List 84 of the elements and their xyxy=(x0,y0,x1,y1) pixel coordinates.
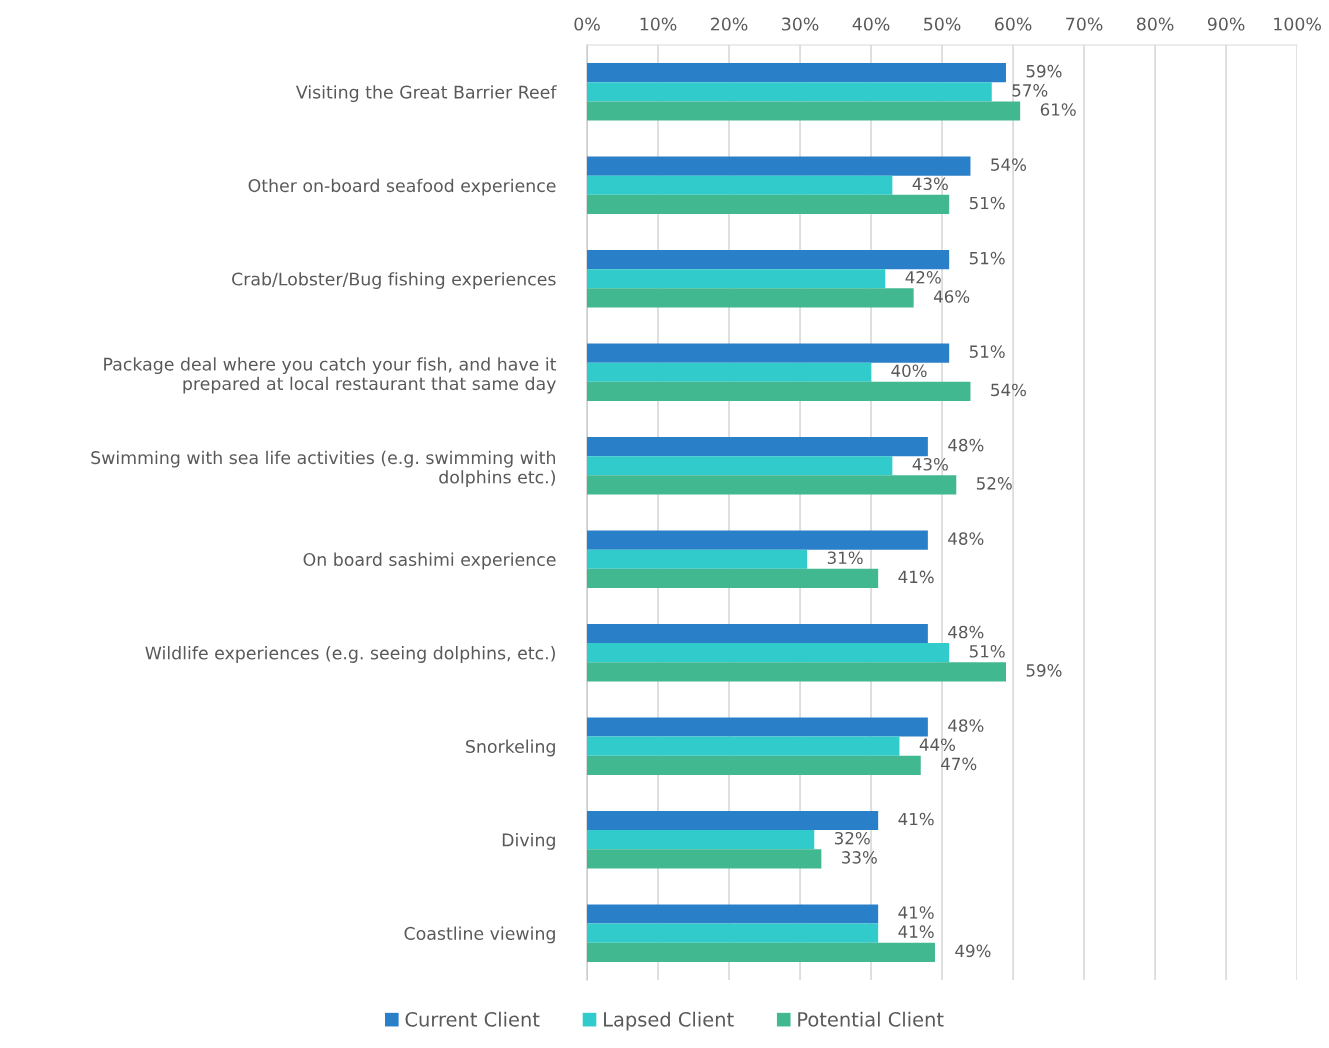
data-label: 57% xyxy=(1012,84,1048,97)
bar xyxy=(587,82,992,102)
bar xyxy=(587,101,1021,121)
y-tick-label: Crab/Lobster/Bug fishing experiences xyxy=(232,272,556,289)
x-tick-label: 30% xyxy=(782,17,819,31)
bar xyxy=(587,475,957,495)
bar xyxy=(587,269,886,289)
data-label: 46% xyxy=(933,290,970,303)
x-tick-label: 50% xyxy=(924,17,961,31)
bar xyxy=(587,343,950,363)
data-label: 52% xyxy=(976,477,1012,490)
x-tick-label: 20% xyxy=(711,17,748,31)
data-label: 51% xyxy=(969,251,1005,265)
legend-label: Lapsed Client xyxy=(604,1011,734,1031)
bar xyxy=(587,623,928,644)
data-label: 49% xyxy=(955,944,991,958)
y-tick-label: On board sashimi experience xyxy=(303,552,556,570)
data-label: 41% xyxy=(898,570,934,584)
data-label: 48% xyxy=(948,719,984,732)
bar xyxy=(587,904,879,924)
bar xyxy=(587,849,822,869)
data-label: 33% xyxy=(842,851,877,864)
bar xyxy=(587,175,893,195)
data-label: 41% xyxy=(898,812,934,826)
y-tick-label: Swimming with sea life activities (e.g. swimming with dolphins etc.) xyxy=(91,450,556,487)
legend-label: Potential Client xyxy=(798,1011,944,1027)
bar xyxy=(587,250,950,270)
data-label: 51% xyxy=(969,644,1005,658)
data-label: 31% xyxy=(827,551,863,565)
data-label: 48% xyxy=(948,625,984,639)
data-label: 41% xyxy=(898,906,934,919)
y-tick-label: Other on-board seafood experience xyxy=(248,178,556,196)
bar xyxy=(587,362,872,382)
data-label: 43% xyxy=(912,457,948,471)
data-label: 54% xyxy=(991,158,1027,171)
data-label: 47% xyxy=(941,757,977,771)
x-tick-label: 80% xyxy=(1136,17,1174,31)
data-label: 40% xyxy=(891,364,927,378)
bar xyxy=(587,755,921,775)
data-label: 59% xyxy=(1026,664,1062,677)
bar xyxy=(587,942,935,962)
bar xyxy=(587,830,815,850)
bar xyxy=(587,717,928,737)
x-tick-label: 10% xyxy=(640,17,677,31)
bar xyxy=(587,662,1006,682)
bar xyxy=(587,456,893,476)
bar xyxy=(587,549,808,569)
bar xyxy=(587,156,971,176)
data-label: 59% xyxy=(1026,64,1062,78)
data-label: 48% xyxy=(948,532,984,545)
y-tick-label: Visiting the Great Barrier Reef xyxy=(295,85,557,103)
bar xyxy=(587,63,1006,83)
y-tick-label: Wildlife experiences (e.g. seeing dolphins, etc.) xyxy=(145,646,555,663)
x-tick-label: 40% xyxy=(852,17,890,31)
legend-label: Current Client xyxy=(405,1011,540,1027)
bar xyxy=(587,736,900,756)
bar xyxy=(587,530,928,550)
y-tick-label: Diving xyxy=(502,833,555,850)
x-tick-label: 60% xyxy=(994,17,1032,31)
y-tick-label: Snorkeling xyxy=(466,739,555,757)
bar xyxy=(587,923,879,943)
data-label: 51% xyxy=(969,345,1005,358)
x-tick-label: 100% xyxy=(1274,17,1321,31)
y-tick-label: Coastline viewing xyxy=(404,926,555,944)
bar xyxy=(587,568,879,588)
data-label: 44% xyxy=(919,738,956,752)
data-label: 61% xyxy=(1040,103,1076,116)
data-label: 41% xyxy=(898,925,934,938)
bar xyxy=(587,643,950,663)
x-tick-label: 0% xyxy=(574,17,600,31)
data-label: 54% xyxy=(991,383,1027,397)
data-label: 32% xyxy=(834,831,870,845)
bar xyxy=(587,810,879,831)
bar xyxy=(587,436,928,457)
y-tick-label: Package deal where you catch your fish, and have it prepared at local restaurant that same day xyxy=(104,357,557,394)
x-tick-label: 70% xyxy=(1066,17,1103,31)
x-tick-label: 90% xyxy=(1207,17,1245,31)
data-label: 48% xyxy=(948,438,984,452)
bar xyxy=(587,381,971,401)
data-label: 51% xyxy=(969,196,1005,210)
data-label: 42% xyxy=(905,271,941,284)
bar xyxy=(587,194,950,215)
bar xyxy=(587,288,914,308)
data-label: 43% xyxy=(912,177,948,191)
